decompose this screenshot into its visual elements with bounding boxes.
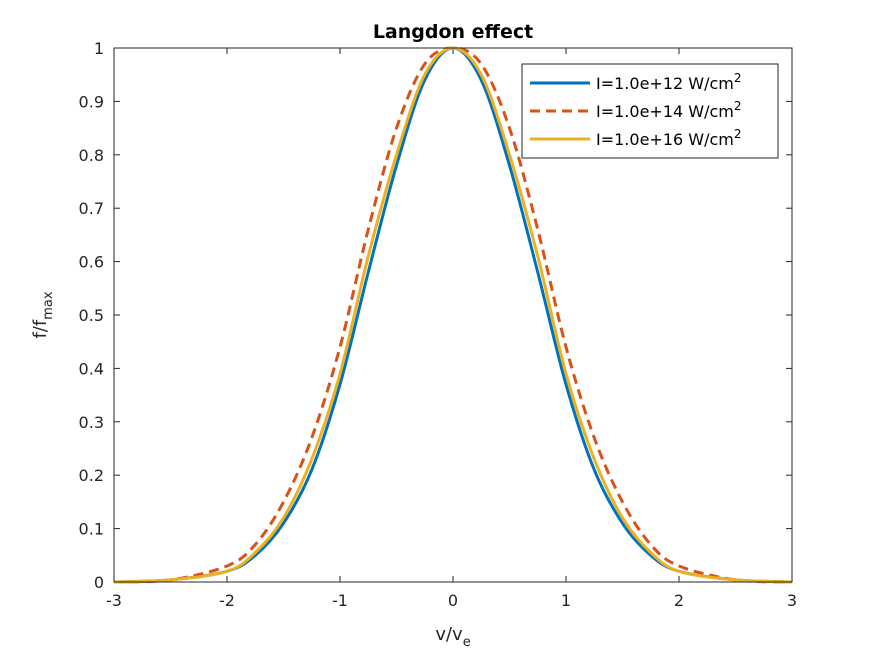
x-tick-label: -3 (106, 591, 122, 610)
x-axis-label-subscript: e (463, 635, 471, 650)
legend-entry-label: I=1.0e+14 W/cm2 (596, 99, 742, 121)
legend-entry-label: I=1.0e+16 W/cm2 (596, 127, 742, 149)
y-tick-label: 0.4 (79, 359, 104, 378)
y-tick-label: 0.7 (79, 199, 104, 218)
y-tick-label: 0 (94, 573, 104, 592)
y-tick-label: 0.2 (79, 466, 104, 485)
legend-entry-superscript: 2 (734, 99, 742, 113)
y-tick-label: 1 (94, 39, 104, 58)
y-axis-label-subscript: max (41, 291, 56, 320)
x-tick-label: 1 (561, 591, 571, 610)
x-tick-label: -1 (332, 591, 348, 610)
y-tick-label: 0.8 (79, 146, 104, 165)
y-axis-label-base: f/f (30, 319, 51, 338)
x-tick-label: -2 (219, 591, 235, 610)
legend-entry-name: I=1.0e+14 W/cm (596, 102, 734, 121)
y-tick-label: 0.1 (79, 520, 104, 539)
legend-entry-name: I=1.0e+12 W/cm (596, 74, 734, 93)
y-axis-label: f/fmax (30, 291, 56, 338)
x-axis-label-base: v/v (435, 624, 463, 645)
chart-title: Langdon effect (373, 21, 533, 43)
axes-box (113, 47, 793, 583)
legend-entry-label: I=1.0e+12 W/cm2 (596, 71, 742, 93)
y-tick-label: 0.5 (79, 306, 104, 325)
x-axis-label: v/ve (435, 624, 470, 650)
x-tick-label: 2 (674, 591, 684, 610)
y-tick-label: 0.9 (79, 92, 104, 111)
legend-entry-superscript: 2 (734, 71, 742, 85)
legend-entry-name: I=1.0e+16 W/cm (596, 130, 734, 149)
legend-entry-superscript: 2 (734, 127, 742, 141)
x-tick-label: 0 (448, 591, 458, 610)
x-tick-label: 3 (787, 591, 797, 610)
y-tick-label: 0.3 (79, 413, 104, 432)
y-tick-label: 0.6 (79, 253, 104, 272)
